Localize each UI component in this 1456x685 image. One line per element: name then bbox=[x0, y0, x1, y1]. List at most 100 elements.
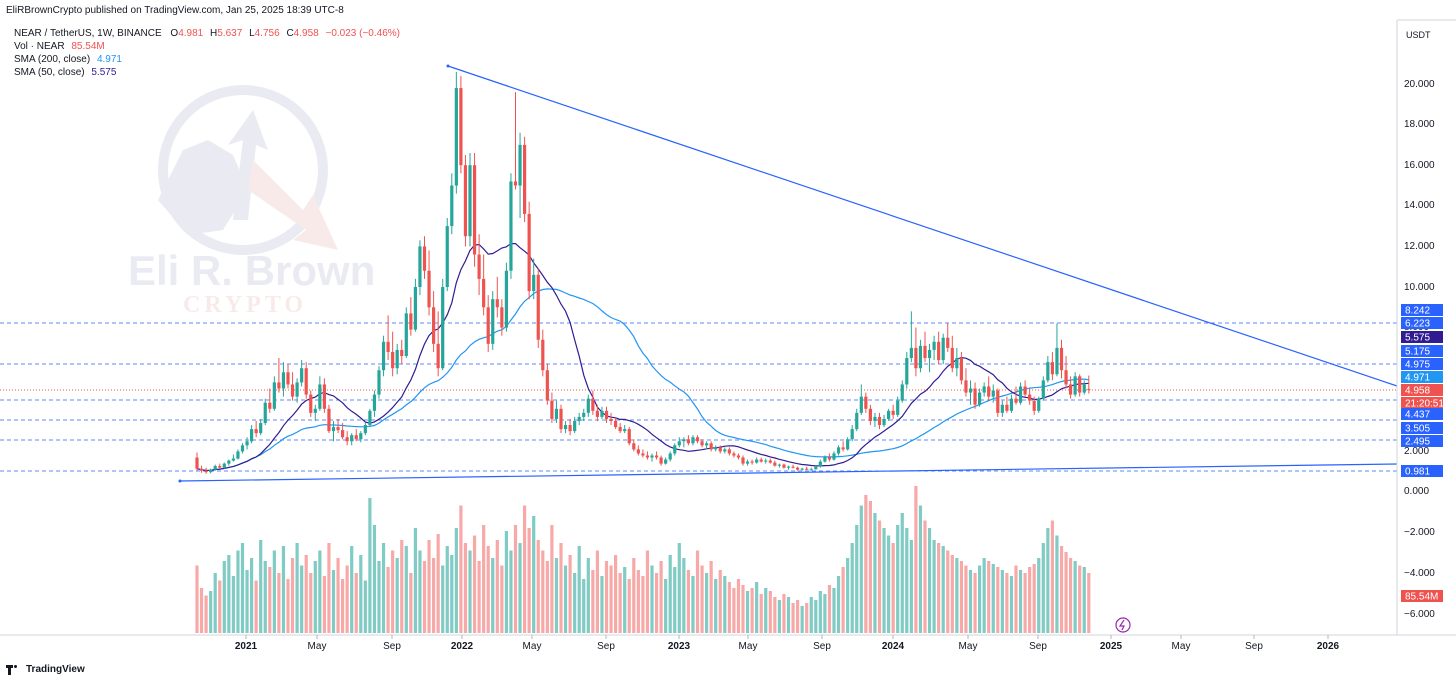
candle bbox=[941, 333, 945, 365]
trendlines[interactable] bbox=[178, 64, 1398, 483]
candle-body bbox=[859, 396, 863, 413]
candle-body bbox=[441, 287, 445, 369]
volume-bar bbox=[363, 580, 367, 633]
candle-body bbox=[645, 455, 650, 458]
candle-body bbox=[818, 461, 822, 467]
legend-sma200-label[interactable]: SMA (200, close) bbox=[14, 54, 91, 65]
legend-vol-label[interactable]: Vol · NEAR bbox=[14, 41, 65, 52]
price-tick-label: 14.000 bbox=[1404, 200, 1435, 211]
volume-bar bbox=[413, 528, 417, 633]
candle bbox=[509, 173, 513, 279]
candle-body bbox=[518, 144, 522, 186]
candle-body bbox=[386, 341, 390, 352]
tradingview-footer[interactable]: TradingView bbox=[6, 664, 85, 675]
volume-bar bbox=[750, 588, 754, 633]
candle bbox=[1018, 382, 1023, 405]
volume-bar bbox=[618, 573, 622, 633]
candle-body bbox=[745, 461, 750, 464]
volume-bar bbox=[254, 580, 258, 633]
price-label: 4.437 bbox=[1405, 410, 1430, 421]
candle-body bbox=[796, 467, 800, 470]
price-tick-label: 16.000 bbox=[1404, 160, 1435, 171]
volume-bar bbox=[950, 555, 954, 633]
candle-body bbox=[281, 372, 286, 389]
lightning-icon bbox=[1118, 619, 1125, 631]
candle bbox=[1082, 380, 1086, 395]
volume-bar bbox=[1073, 561, 1077, 633]
volume-bar bbox=[240, 543, 245, 633]
candle bbox=[595, 404, 599, 421]
volume-bar bbox=[959, 561, 963, 633]
candle-body bbox=[536, 274, 540, 340]
time-tick-label: 2026 bbox=[1317, 641, 1340, 652]
candle-body bbox=[654, 455, 659, 458]
volume-bar bbox=[887, 535, 891, 633]
price-labels: 8.242 6.223 5.575 5.175 4.975 4.971 4.958 21:20… bbox=[1401, 304, 1444, 603]
volume-bar bbox=[805, 603, 809, 633]
legend-high-label: H bbox=[210, 28, 218, 39]
candle-body bbox=[1055, 347, 1059, 375]
volume-bar bbox=[318, 550, 322, 633]
price-tick-label: 0.000 bbox=[1404, 486, 1429, 497]
sma200-line bbox=[196, 288, 1089, 472]
candle bbox=[927, 343, 932, 373]
candle-body bbox=[682, 439, 686, 442]
volume-bar bbox=[250, 558, 254, 633]
candle bbox=[659, 455, 663, 466]
candle-body bbox=[627, 429, 631, 444]
volume-bar bbox=[290, 558, 295, 633]
replay-icon bbox=[1115, 617, 1131, 633]
sma50-line bbox=[196, 243, 1089, 472]
volume-bar bbox=[1087, 573, 1091, 633]
volume-bar bbox=[422, 561, 427, 633]
volume-bar bbox=[941, 546, 945, 633]
candle-body bbox=[554, 408, 559, 419]
candle-body bbox=[573, 420, 577, 432]
candle-body bbox=[850, 429, 854, 440]
candle bbox=[563, 420, 568, 434]
candle-body bbox=[614, 420, 618, 428]
tradingview-logo-icon bbox=[6, 664, 22, 675]
volume-bars bbox=[195, 486, 1091, 633]
volume-bar bbox=[259, 540, 263, 633]
candle-body bbox=[322, 384, 326, 409]
candle bbox=[568, 418, 572, 436]
candle-body bbox=[1078, 376, 1082, 393]
candle-body bbox=[341, 430, 345, 438]
volume-bar bbox=[818, 591, 822, 633]
candle bbox=[600, 406, 604, 419]
candle-body bbox=[391, 351, 395, 369]
candle bbox=[955, 347, 959, 377]
volume-bar bbox=[732, 588, 736, 633]
candle bbox=[623, 425, 627, 434]
watermark-line2: CRYPTO bbox=[183, 292, 307, 318]
candle bbox=[846, 437, 850, 451]
volume-bar bbox=[331, 570, 336, 633]
volume-bar bbox=[218, 580, 222, 633]
candle bbox=[500, 299, 504, 336]
legend-open-label: O bbox=[170, 28, 179, 39]
price-tick-label: 10.000 bbox=[1404, 282, 1435, 293]
candle-body bbox=[659, 457, 663, 464]
volume-bar bbox=[1078, 565, 1082, 633]
candle-body bbox=[359, 433, 363, 440]
volume-bar bbox=[600, 576, 604, 633]
volume-bar bbox=[568, 555, 572, 633]
price-label-bg bbox=[1401, 435, 1443, 447]
candle-body bbox=[600, 410, 604, 417]
candle bbox=[523, 136, 527, 223]
candle bbox=[1069, 376, 1073, 399]
candle-body bbox=[727, 449, 731, 454]
candle-body bbox=[495, 299, 499, 308]
candle bbox=[413, 278, 417, 332]
legend-symbol[interactable]: NEAR / TetherUS, 1W, BINANCE bbox=[14, 28, 162, 39]
candle bbox=[841, 441, 845, 452]
candle-body bbox=[527, 213, 531, 292]
volume-bar bbox=[604, 561, 609, 633]
axis-currency: USDT bbox=[1406, 30, 1431, 40]
candle-body bbox=[459, 88, 463, 166]
candle bbox=[996, 388, 1000, 417]
price-label: 5.575 bbox=[1405, 333, 1430, 344]
legend-sma50-label[interactable]: SMA (50, close) bbox=[14, 67, 85, 78]
